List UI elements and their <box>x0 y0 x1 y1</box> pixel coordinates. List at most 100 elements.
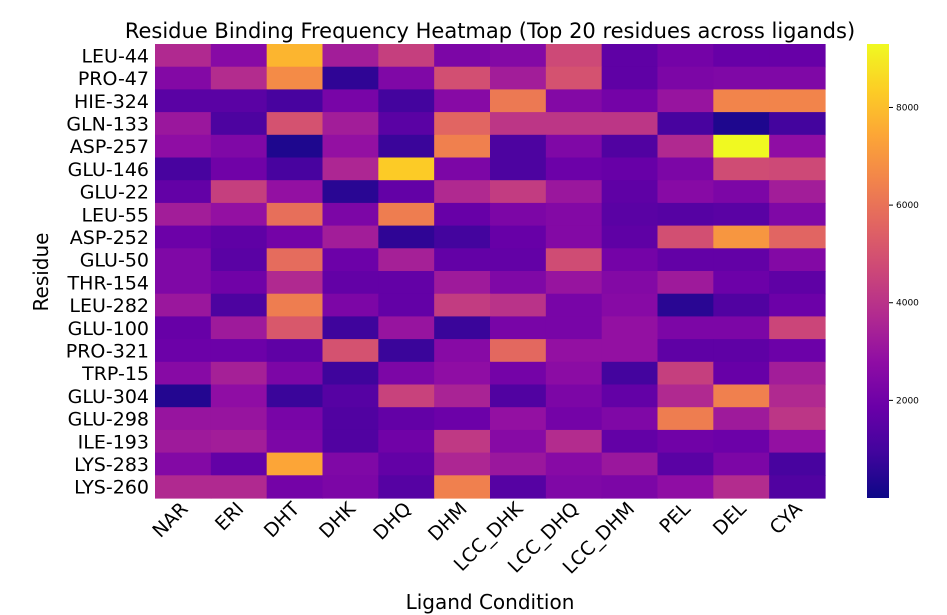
heatmap-cell <box>155 452 212 476</box>
heatmap-cell <box>322 293 379 317</box>
heatmap-cell <box>769 44 826 68</box>
heatmap-cell <box>601 339 659 363</box>
heatmap-cells <box>155 44 826 499</box>
heatmap-cell <box>769 157 826 181</box>
heatmap-cell <box>545 202 603 227</box>
heatmap-cell <box>210 407 268 431</box>
heatmap-cell <box>769 89 826 113</box>
heatmap-cell <box>210 271 268 295</box>
colorbar-tick-label: 8000 <box>896 103 919 113</box>
heatmap-cell <box>713 452 770 476</box>
heatmap-cell <box>490 407 547 431</box>
heatmap-cell <box>490 66 547 90</box>
heatmap-cell <box>322 180 379 204</box>
heatmap-cell <box>713 112 770 136</box>
x-axis-label: Ligand Condition <box>406 590 575 614</box>
heatmap-cell <box>601 112 659 136</box>
heatmap-cell <box>155 429 212 454</box>
colorbar-ticks: 2000 4000 6000 8000 <box>889 103 919 406</box>
heatmap-cell <box>657 339 714 363</box>
heatmap-cell <box>434 112 491 136</box>
heatmap-cell <box>657 44 714 68</box>
heatmap-cell <box>155 157 212 181</box>
heatmap-cell <box>378 44 435 68</box>
heatmap-cell <box>657 452 714 476</box>
heatmap-cell <box>657 407 714 431</box>
heatmap-cell <box>434 452 491 476</box>
heatmap-cell <box>769 271 826 295</box>
heatmap-cell <box>713 134 770 159</box>
heatmap-cell <box>378 407 435 431</box>
heatmap-cell <box>434 248 491 272</box>
heatmap-cell <box>434 407 491 431</box>
heatmap-cell <box>601 89 659 113</box>
y-tick-label: GLU-298 <box>68 409 149 431</box>
heatmap-cell <box>769 429 826 454</box>
heatmap-cell <box>657 225 714 249</box>
heatmap-cell <box>434 89 491 113</box>
heatmap-cell <box>322 407 379 431</box>
colorbar-tick-label: 2000 <box>896 396 919 406</box>
heatmap-cell <box>210 112 268 136</box>
heatmap-cell <box>769 180 826 204</box>
heatmap-cell <box>490 180 547 204</box>
x-tick-label: DHT <box>260 498 304 542</box>
heatmap-cell <box>490 429 547 454</box>
heatmap-cell <box>769 134 826 159</box>
heatmap-cell <box>769 316 826 340</box>
y-tick-label: GLN-133 <box>66 113 149 135</box>
heatmap-cell <box>378 475 435 499</box>
heatmap-cell <box>713 202 770 227</box>
heatmap-cell <box>155 89 212 113</box>
heatmap-cell <box>155 361 212 386</box>
heatmap-cell <box>266 452 324 476</box>
heatmap-cell <box>769 293 826 317</box>
heatmap-cell <box>266 89 324 113</box>
heatmap-cell <box>713 248 770 272</box>
heatmap-cell <box>657 66 714 90</box>
heatmap-cell <box>545 452 603 476</box>
heatmap-cell <box>545 44 603 68</box>
x-tick-label: ERI <box>211 498 248 535</box>
heatmap-cell <box>490 339 547 363</box>
y-axis-label: Residue <box>29 233 53 312</box>
heatmap-cell <box>155 134 212 159</box>
heatmap-cell <box>601 248 659 272</box>
heatmap-cell <box>155 293 212 317</box>
heatmap-cell <box>490 89 547 113</box>
heatmap-cell <box>490 225 547 249</box>
heatmap-cell <box>210 202 268 227</box>
heatmap-cell <box>657 429 714 454</box>
heatmap-cell <box>378 202 435 227</box>
heatmap-cell <box>601 180 659 204</box>
heatmap-cell <box>155 271 212 295</box>
heatmap-cell <box>266 339 324 363</box>
heatmap-cell <box>601 225 659 249</box>
heatmap-cell <box>713 316 770 340</box>
heatmap-cell <box>378 293 435 317</box>
y-tick-label: PRO-47 <box>78 68 149 90</box>
heatmap-cell <box>434 225 491 249</box>
heatmap-cell <box>713 157 770 181</box>
heatmap-cell <box>601 429 659 454</box>
heatmap-cell <box>322 429 379 454</box>
heatmap-cell <box>434 384 491 408</box>
heatmap-cell <box>434 339 491 363</box>
heatmap-cell <box>769 112 826 136</box>
heatmap-cell <box>657 293 714 317</box>
heatmap-cell <box>322 248 379 272</box>
heatmap-cell <box>378 429 435 454</box>
heatmap-cell <box>155 407 212 431</box>
heatmap-cell <box>266 293 324 317</box>
heatmap-cell <box>601 452 659 476</box>
y-tick-label: LEU-282 <box>69 295 149 317</box>
heatmap-cell <box>601 293 659 317</box>
heatmap-cell <box>490 384 547 408</box>
heatmap-cell <box>713 339 770 363</box>
heatmap-cell <box>545 407 603 431</box>
heatmap-cell <box>545 429 603 454</box>
heatmap-cell <box>601 202 659 227</box>
heatmap-cell <box>545 157 603 181</box>
heatmap-cell <box>266 248 324 272</box>
x-tick-label: DHM <box>424 498 472 546</box>
